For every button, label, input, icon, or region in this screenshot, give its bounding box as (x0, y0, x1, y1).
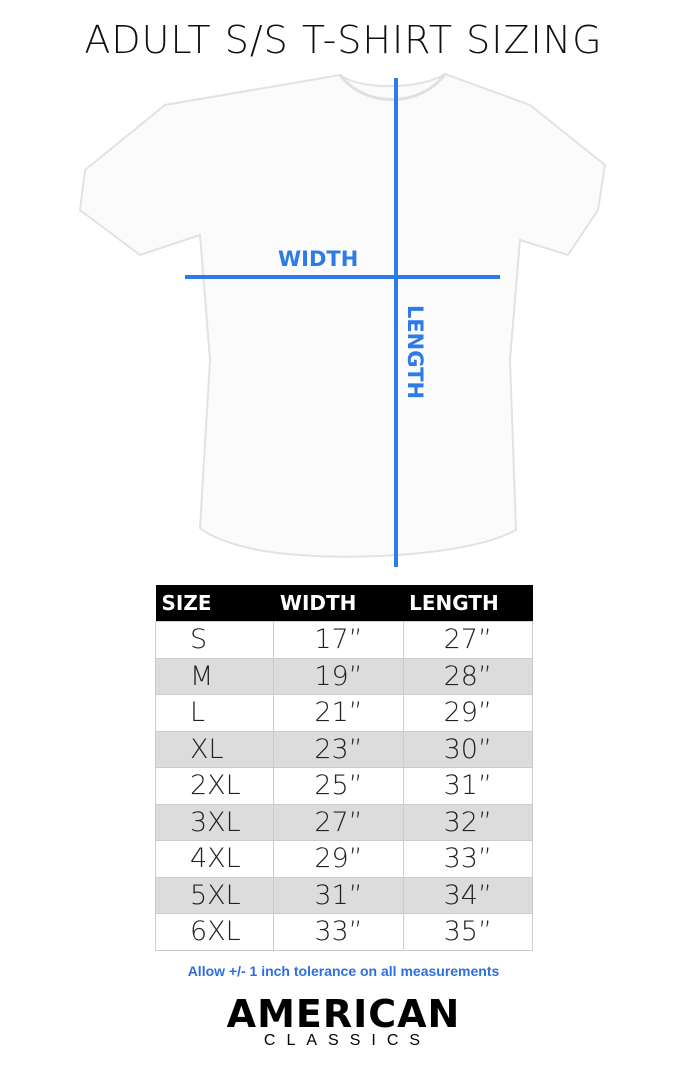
width-cell: 29” (273, 840, 404, 878)
length-cell: 28” (402, 657, 534, 695)
table-row: 4XL 29” 33” (154, 840, 534, 878)
size-cell: M (154, 657, 275, 695)
length-cell: 27” (402, 621, 534, 659)
size-cell: 2XL (154, 767, 275, 805)
table-row: XL 23” 30” (154, 730, 534, 768)
size-cell: 3XL (154, 803, 275, 841)
length-cell: 31” (402, 767, 534, 805)
size-table: SIZE WIDTH LENGTH S 17” 27” M 19” 28” L 21” 29” X… (154, 585, 534, 951)
tshirt-illustration (78, 72, 607, 558)
width-cell: 27” (273, 803, 404, 841)
width-label: WIDTH (278, 247, 359, 271)
length-cell: 32” (402, 803, 534, 841)
table-row: 3XL 27” 32” (154, 803, 534, 841)
width-cell: 21” (273, 694, 404, 732)
table-row: M 19” 28” (154, 657, 534, 695)
tolerance-note: Allow +/- 1 inch tolerance on all measur… (187, 963, 500, 979)
brand-logo-line2: CLASSICS (263, 1032, 432, 1049)
width-cell: 31” (273, 876, 404, 914)
size-cell: XL (154, 730, 275, 768)
size-cell: L (154, 694, 275, 732)
page-title: ADULT S/S T-SHIRT SIZING (84, 18, 603, 62)
table-header: SIZE WIDTH LENGTH (155, 585, 533, 622)
header-width: WIDTH (273, 585, 404, 622)
size-cell: 6XL (154, 913, 275, 951)
length-cell: 33” (402, 840, 534, 878)
tshirt-diagram (78, 72, 607, 567)
header-size: SIZE (155, 585, 274, 622)
length-label: LENGTH (403, 304, 427, 400)
length-cell: 34” (402, 876, 534, 914)
header-length: LENGTH (403, 585, 533, 622)
size-cell: 4XL (154, 840, 275, 878)
width-cell: 23” (273, 730, 404, 768)
width-cell: 25” (273, 767, 404, 805)
length-cell: 35” (402, 913, 534, 951)
table-row: L 21” 29” (154, 694, 534, 732)
width-cell: 17” (273, 621, 404, 659)
table-row: 2XL 25” 31” (154, 767, 534, 805)
length-cell: 30” (402, 730, 534, 768)
table-row: 6XL 33” 35” (154, 913, 534, 951)
length-cell: 29” (402, 694, 534, 732)
size-cell: S (154, 621, 275, 659)
size-cell: 5XL (154, 876, 275, 914)
width-cell: 33” (273, 913, 404, 951)
width-cell: 19” (273, 657, 404, 695)
table-row: 5XL 31” 34” (154, 876, 534, 914)
table-row: S 17” 27” (154, 621, 534, 659)
brand-logo-line1: AMERICAN (226, 992, 461, 1036)
